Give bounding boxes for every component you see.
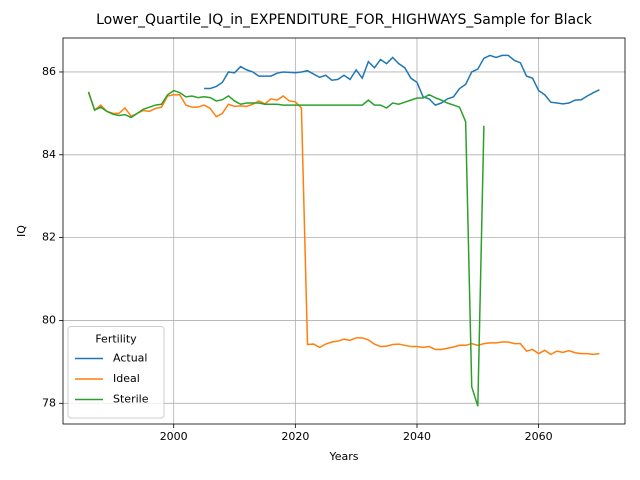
y-axis-label: IQ [15, 225, 28, 237]
y-tick-label: 82 [42, 231, 56, 244]
chart-title: Lower_Quartile_IQ_in_EXPENDITURE_FOR_HIG… [96, 12, 593, 28]
x-tick-label: 2020 [281, 430, 309, 443]
data-line [204, 54, 600, 106]
y-tick-label: 86 [42, 65, 56, 78]
data-line [87, 92, 600, 356]
y-tick-label: 84 [42, 148, 56, 161]
legend-label: Actual [113, 352, 147, 365]
data-line [87, 89, 485, 407]
legend-label: Ideal [113, 372, 140, 385]
legend-box [67, 326, 165, 419]
legend-label: Sterile [113, 393, 149, 406]
y-tick-label: 80 [42, 313, 56, 326]
x-axis-label: Years [328, 450, 358, 463]
legend-title: Fertility [95, 333, 137, 346]
axes-frame [62, 37, 626, 425]
x-tick-label: 2060 [525, 430, 553, 443]
y-tick-label: 78 [42, 396, 56, 409]
x-tick-label: 2040 [403, 430, 431, 443]
x-tick-label: 2000 [160, 430, 188, 443]
